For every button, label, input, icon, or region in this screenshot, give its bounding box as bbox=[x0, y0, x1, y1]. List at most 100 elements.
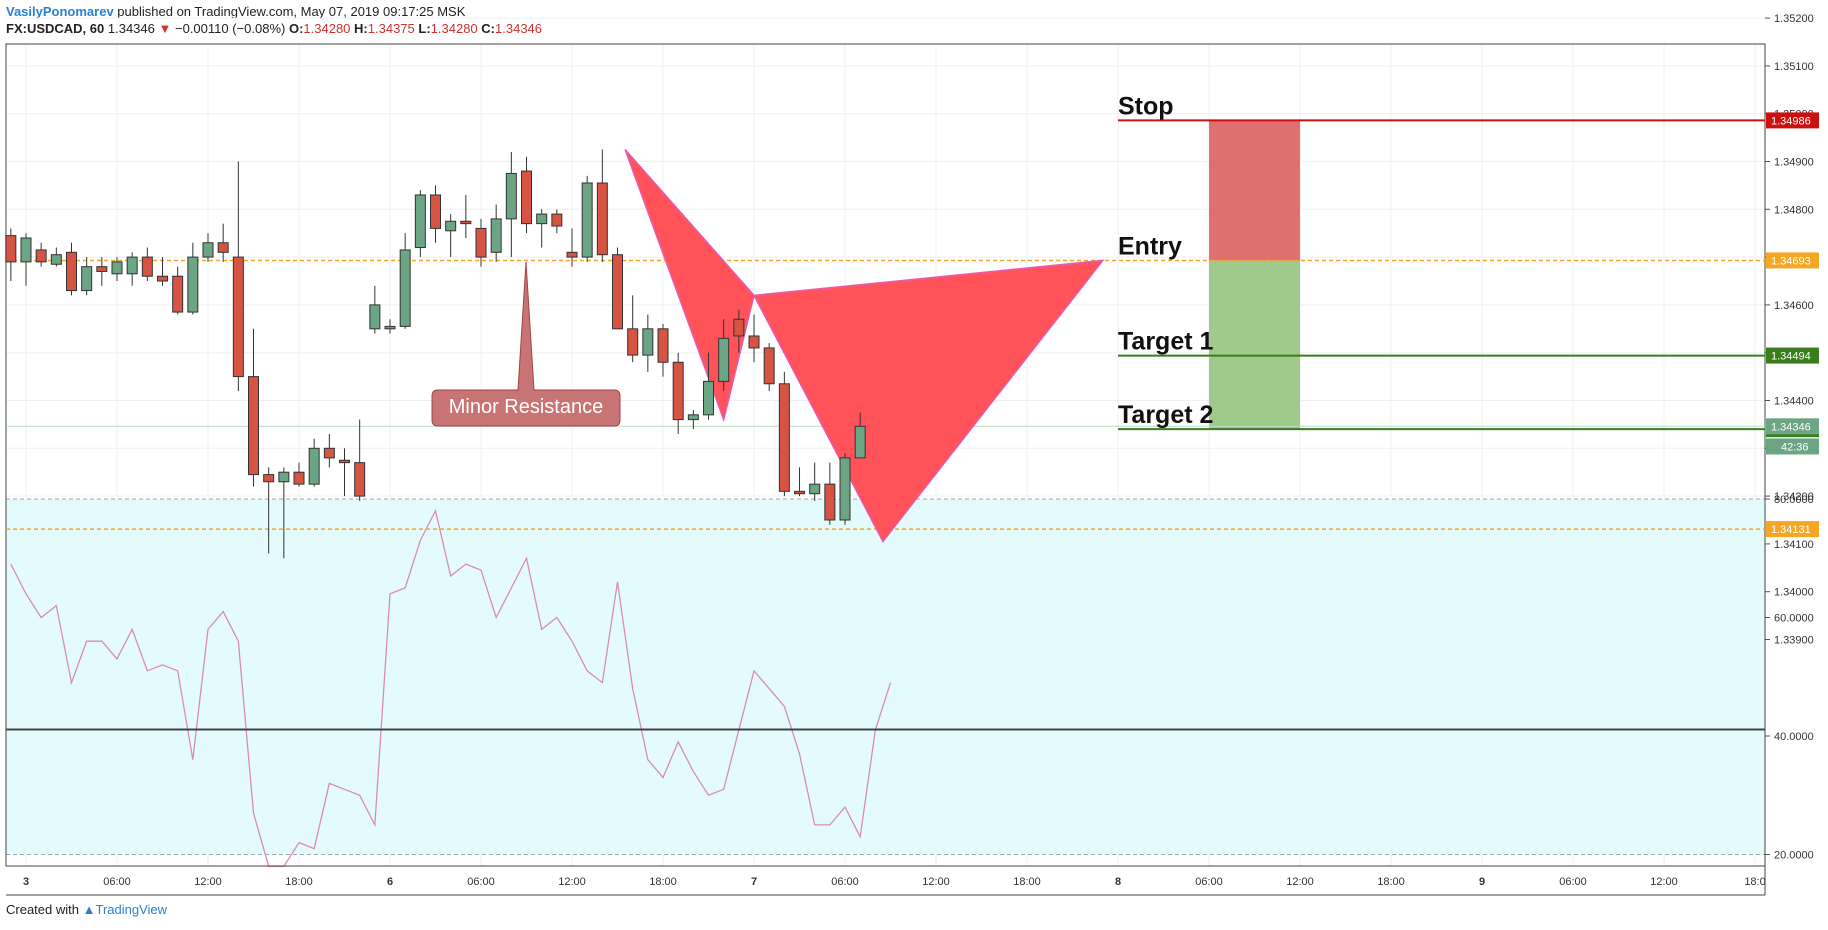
annotation-target1: Target 1 bbox=[1118, 328, 1213, 356]
tradingview-brand[interactable]: TradingView bbox=[95, 902, 168, 917]
time-axis-label: 18:0 bbox=[1744, 876, 1765, 888]
candle-body bbox=[824, 483, 836, 521]
price-axis-label: 1.33900 bbox=[1774, 635, 1814, 647]
open-value: 1.34280 bbox=[303, 21, 351, 36]
time-axis-label: 06:00 bbox=[1559, 876, 1587, 888]
candle-body bbox=[308, 447, 320, 485]
low-label: L: bbox=[418, 21, 431, 36]
candle-body bbox=[642, 328, 654, 356]
candle-body bbox=[141, 256, 153, 277]
candle-body bbox=[232, 256, 244, 378]
candle-body bbox=[430, 194, 442, 229]
high-value: 1.34375 bbox=[367, 21, 415, 36]
candle-body bbox=[505, 172, 517, 220]
candle-body bbox=[460, 220, 472, 225]
level-tag-stop bbox=[1766, 112, 1819, 129]
candle-body bbox=[5, 235, 17, 263]
minor-resistance-callout bbox=[431, 261, 621, 427]
candle-body bbox=[763, 347, 775, 385]
candle-body bbox=[657, 328, 669, 363]
candle-body bbox=[733, 318, 745, 337]
candle-body bbox=[809, 483, 821, 495]
high-label: H: bbox=[354, 21, 368, 36]
candle-body bbox=[612, 254, 624, 330]
target-zone bbox=[1209, 260, 1301, 430]
author-name[interactable]: VasilyPonomarev bbox=[6, 4, 114, 19]
candle-body bbox=[126, 256, 138, 275]
time-axis-label: 06:00 bbox=[1195, 876, 1223, 888]
candle-body bbox=[414, 194, 426, 249]
candle-body bbox=[687, 414, 699, 421]
candle-body bbox=[490, 218, 502, 253]
candle-body bbox=[551, 213, 563, 227]
price-tag-label: 42:36 bbox=[1781, 441, 1809, 453]
candle-body bbox=[187, 256, 199, 313]
time-axis-label: 3 bbox=[23, 876, 29, 888]
candle-body bbox=[854, 425, 866, 459]
time-axis-label: 8 bbox=[1115, 876, 1121, 888]
price-tag bbox=[1766, 438, 1819, 455]
candle-body bbox=[96, 266, 108, 272]
candle-body bbox=[66, 251, 78, 292]
candle-body bbox=[839, 457, 851, 521]
price-change: −0.00110 (−0.08%) bbox=[175, 21, 286, 36]
close-label: C: bbox=[481, 21, 496, 36]
time-axis-label: 06:00 bbox=[831, 876, 859, 888]
candle-body bbox=[50, 254, 62, 265]
candle-body bbox=[399, 249, 411, 327]
candle-body bbox=[20, 237, 32, 263]
candle-body bbox=[794, 490, 806, 495]
price-axis-label: 1.35100 bbox=[1774, 61, 1814, 73]
candle-body bbox=[339, 459, 351, 464]
level-tag-label: 1.34693 bbox=[1771, 255, 1811, 267]
candle-body bbox=[323, 447, 335, 459]
candle-body bbox=[672, 361, 684, 421]
candle-body bbox=[445, 220, 457, 232]
annotation-stop: Stop bbox=[1118, 92, 1174, 120]
rsi-band bbox=[6, 499, 1765, 855]
rsi-axis-label: 80.0000 bbox=[1774, 494, 1814, 506]
tradingview-logo-icon: ▲ bbox=[82, 902, 96, 917]
price-tag-label: 1.34346 bbox=[1771, 421, 1811, 433]
minor-resistance-label: Minor Resistance bbox=[449, 396, 604, 418]
time-axis-label: 18:00 bbox=[285, 876, 313, 888]
annotation-entry: Entry bbox=[1118, 232, 1182, 260]
down-arrow-icon: ▼ bbox=[158, 21, 172, 36]
time-axis-label: 6 bbox=[387, 876, 393, 888]
created-with-text: Created with bbox=[6, 902, 79, 917]
candle-body bbox=[596, 182, 608, 256]
level-tag-support bbox=[1766, 521, 1819, 538]
candle-body bbox=[369, 304, 381, 330]
time-axis-label: 7 bbox=[751, 876, 757, 888]
candle-body bbox=[35, 249, 47, 263]
symbol-label: FX:USDCAD, 60 bbox=[6, 21, 105, 36]
time-axis-label: 18:00 bbox=[649, 876, 677, 888]
candle-body bbox=[111, 261, 123, 275]
close-value: 1.34346 bbox=[495, 21, 543, 36]
last-price: 1.34346 bbox=[107, 21, 155, 36]
candle-body bbox=[263, 474, 275, 483]
price-axis-label: 1.34200 bbox=[1774, 491, 1814, 503]
candle-body bbox=[566, 251, 578, 258]
price-axis-label: 1.34800 bbox=[1774, 204, 1814, 216]
candle-body bbox=[217, 242, 229, 253]
rsi-line bbox=[10, 508, 892, 867]
published-text: published on TradingView.com, May 07, 20… bbox=[117, 4, 466, 19]
time-axis-label: 9 bbox=[1479, 876, 1485, 888]
annotation-target2: Target 2 bbox=[1118, 401, 1213, 429]
stop-zone bbox=[1209, 120, 1301, 261]
level-tag-target1 bbox=[1766, 347, 1819, 364]
level-tag-label: 1.34131 bbox=[1771, 524, 1811, 536]
price-axis-label: 1.35200 bbox=[1774, 13, 1814, 25]
level-tag-entry bbox=[1766, 252, 1819, 269]
rsi-axis-label: 40.0000 bbox=[1774, 731, 1814, 743]
price-axis-label: 1.34100 bbox=[1774, 539, 1814, 551]
candle-body bbox=[248, 376, 260, 476]
level-tag-label: 1.34986 bbox=[1771, 115, 1811, 127]
candle-body bbox=[475, 227, 487, 258]
level-tag-label: 1.34494 bbox=[1771, 351, 1811, 363]
price-axis-label: 1.34000 bbox=[1774, 587, 1814, 599]
time-axis-label: 06:00 bbox=[467, 876, 495, 888]
candle-body bbox=[384, 325, 396, 330]
